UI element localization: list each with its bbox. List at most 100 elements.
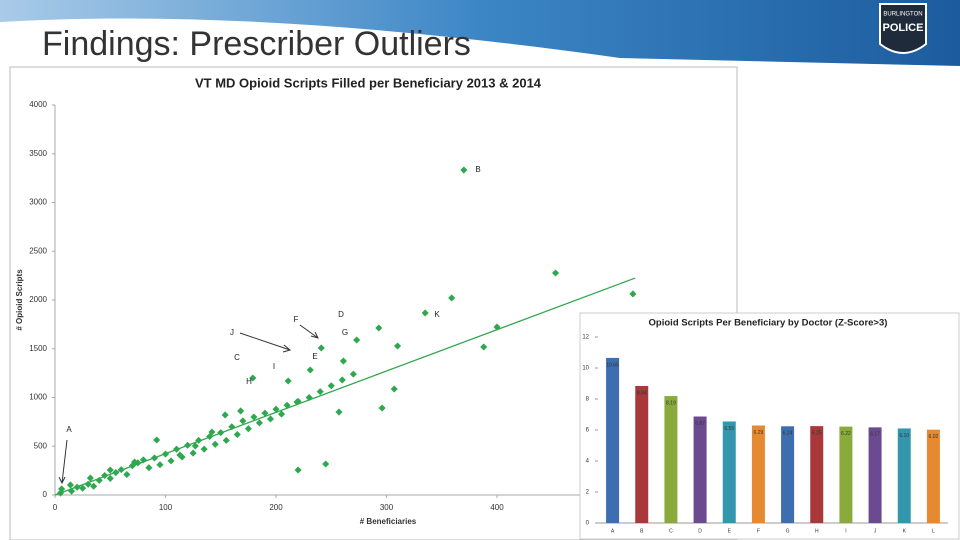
scatter-point — [167, 457, 175, 465]
scatter-point — [375, 324, 383, 332]
scatter-point — [239, 417, 247, 425]
scatter-point — [66, 481, 75, 489]
bar — [868, 427, 882, 523]
value-label: 6.17 — [870, 432, 880, 438]
scatter-point — [145, 464, 153, 472]
bar — [693, 416, 707, 523]
y-axis-label: # Opioid Scripts — [15, 269, 24, 331]
x-tick-label: 300 — [380, 503, 394, 512]
y-tick-label: 1500 — [29, 344, 47, 353]
scatter-point — [255, 419, 263, 427]
value-label: 6.87 — [695, 421, 705, 427]
scatter-point — [460, 166, 468, 174]
x-tick-label: G — [786, 528, 790, 534]
scatter-chart: VT MD Opioid Scripts Filled per Benefici… — [15, 75, 718, 526]
x-tick-label: 0 — [53, 503, 58, 512]
annotation: D — [338, 310, 344, 319]
bar — [722, 421, 736, 523]
scatter-point — [294, 466, 302, 474]
y-tick-label: 500 — [34, 441, 48, 450]
scatter-point — [421, 309, 429, 317]
scatter-point — [244, 425, 252, 433]
annotation: G — [342, 328, 348, 337]
bar — [781, 426, 795, 523]
x-tick-label: E — [728, 528, 732, 534]
x-tick-label: F — [757, 528, 760, 534]
scatter-point — [284, 377, 292, 385]
scatter-point — [349, 370, 357, 378]
annotation: K — [434, 310, 440, 319]
value-label: 10.65 — [606, 362, 619, 368]
x-tick-label: B — [640, 528, 644, 534]
scatter-point — [249, 374, 257, 382]
scatter-point — [316, 388, 324, 396]
scatter-point — [237, 407, 245, 415]
scatter-point — [378, 404, 386, 412]
scatter-point — [189, 449, 197, 457]
logo-top: BURLINGTON — [883, 12, 922, 18]
bar — [635, 385, 649, 523]
annotation: F — [294, 315, 299, 324]
x-tick-label: 200 — [269, 503, 283, 512]
scatter-point — [394, 342, 402, 350]
scatter-point — [306, 366, 314, 374]
value-label: 6.25 — [812, 430, 822, 436]
scatter-point — [335, 408, 343, 416]
scatter-point — [153, 436, 161, 444]
x-tick-label: 100 — [159, 503, 173, 512]
value-label: 6.10 — [899, 433, 909, 439]
bar — [810, 426, 824, 523]
y-tick-label: 2500 — [29, 246, 47, 255]
y-tick-label: 10 — [582, 366, 589, 372]
bar — [839, 426, 853, 523]
x-tick-label: D — [698, 528, 702, 534]
scatter-point — [448, 294, 456, 302]
y-tick-label: 4000 — [29, 100, 47, 109]
scatter-point — [261, 409, 269, 417]
annotation: J — [230, 328, 234, 337]
scatter-point — [317, 344, 325, 352]
x-tick-label: J — [874, 528, 877, 534]
chart-title: Opioid Scripts Per Beneficiary by Doctor… — [649, 318, 888, 329]
y-tick-label: 2 — [586, 490, 590, 496]
x-tick-label: I — [845, 528, 846, 534]
value-label: 6.22 — [841, 431, 851, 437]
bar — [897, 428, 911, 523]
value-label: 6.02 — [929, 434, 939, 440]
scatter-point — [353, 336, 361, 344]
scatter-point — [106, 466, 114, 474]
scatter-point — [90, 482, 98, 490]
scatter-point — [552, 269, 560, 277]
scatter-point — [178, 453, 186, 461]
annotation: A — [66, 425, 72, 434]
scatter-point — [221, 411, 229, 419]
logo: BURLINGTON POLICE — [879, 3, 927, 54]
x-axis-label: # Beneficiaries — [360, 517, 417, 526]
x-tick-label: A — [611, 528, 615, 534]
y-tick-label: 2000 — [29, 295, 47, 304]
value-label: 8.84 — [637, 390, 647, 396]
value-label: 6.55 — [724, 426, 734, 432]
scatter-point — [233, 431, 241, 439]
x-tick-label: 400 — [490, 503, 504, 512]
scatter-point — [211, 440, 219, 448]
scatter-point — [322, 460, 330, 468]
y-tick-label: 12 — [582, 335, 589, 341]
trendline — [54, 277, 636, 496]
scatter-point — [629, 290, 637, 298]
logo-main: POLICE — [883, 22, 924, 34]
scatter-point — [327, 382, 335, 390]
scatter-point — [86, 474, 94, 482]
scatter-point — [338, 376, 346, 384]
y-tick-label: 1000 — [29, 393, 47, 402]
annotation: E — [312, 352, 317, 361]
x-tick-label: K — [903, 528, 907, 534]
slide-title: Findings: Prescriber Outliers — [42, 25, 471, 63]
scatter-point — [277, 410, 286, 418]
y-tick-label: 4 — [586, 459, 590, 465]
y-tick-label: 0 — [586, 521, 590, 527]
scatter-point — [339, 357, 347, 365]
value-label: 8.19 — [666, 400, 676, 406]
scatter-point — [390, 385, 398, 393]
